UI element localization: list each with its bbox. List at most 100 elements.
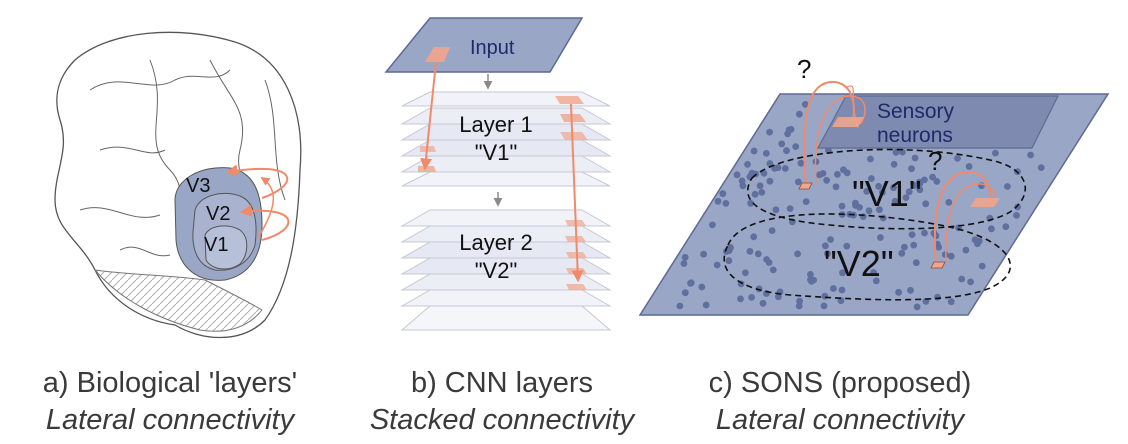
brain-drawing [54, 31, 302, 339]
neuron-dot [820, 302, 828, 310]
neuron-dot [867, 155, 874, 163]
neuron-dot [933, 178, 941, 185]
neuron-dot [856, 204, 863, 211]
neuron-dot [742, 269, 749, 277]
neuron-dot [762, 150, 770, 157]
sensory-patch [816, 95, 1059, 149]
neuron-dot [838, 286, 846, 294]
caption-c-subtitle: Lateral connectivity [715, 404, 965, 436]
neuron-dot [837, 297, 845, 305]
caption-b: b) CNN layers Stacked connectivity [362, 367, 642, 437]
neuron-dot [1027, 151, 1034, 159]
v1-region-outline [746, 148, 1027, 230]
neuron-dot [908, 231, 916, 239]
neuron-dot [967, 278, 974, 286]
neuron-dot [768, 227, 776, 235]
neuron-dot [892, 148, 900, 156]
neuron-dot [771, 164, 778, 172]
neuron-dot [910, 241, 918, 249]
layer2-title: Layer 2 [459, 230, 532, 255]
v2-label: V2 [206, 203, 230, 225]
neuron-dot [687, 279, 694, 287]
neuron-dot [763, 256, 770, 263]
neuron-dot [748, 294, 755, 301]
neuron-dot [725, 257, 733, 265]
neuron-dots [676, 101, 1045, 311]
neuron-dot [890, 160, 898, 168]
neuron-dot [733, 171, 741, 179]
neuron-dot [792, 143, 800, 151]
neuron-dot [908, 165, 915, 173]
neuron-dot [748, 169, 756, 177]
neuron-dot [758, 189, 766, 196]
neuron-dot [877, 234, 884, 241]
neuron-dot [1037, 164, 1045, 172]
neuron-dot [727, 244, 734, 251]
neuron-dot [905, 188, 913, 196]
input-receptive-field [425, 47, 450, 62]
neuron-dot [797, 159, 805, 167]
neuron-dot [921, 176, 928, 184]
neuron-dot [759, 299, 767, 307]
neuron-dot [992, 149, 999, 157]
neuron-dot [1013, 212, 1020, 219]
area-v1-label: "V1" [852, 173, 922, 214]
neuron-dot [911, 154, 919, 162]
neuron-dot [913, 303, 921, 311]
neuron-dot [681, 253, 689, 261]
neuron-dot [750, 147, 758, 155]
neuron-dot [827, 236, 834, 243]
neuron-dot [702, 301, 710, 309]
layer1-stack [400, 61, 612, 187]
neuron-dot [965, 163, 973, 170]
neuron-dot [954, 155, 961, 162]
neuron-dot [783, 147, 790, 155]
neuron-dot [1014, 203, 1021, 211]
v3-label: V3 [186, 175, 210, 197]
neuron-dot [738, 177, 746, 185]
neuron-dot [843, 242, 851, 250]
neuron-dot [872, 277, 880, 285]
neuron-dot [947, 252, 955, 260]
neuron-dot [834, 171, 841, 178]
layer2-stack [400, 103, 612, 331]
neuron-dot [700, 250, 707, 258]
neuron-dot [756, 182, 764, 190]
neuron-dot [868, 175, 875, 182]
neuron-dot [680, 260, 688, 267]
neuron-dot [698, 283, 706, 291]
neuron-dot [978, 262, 986, 270]
caption-b-title: b) CNN layers [410, 367, 594, 399]
neuron-dot [898, 249, 906, 257]
layer1-title: Layer 1 [459, 112, 532, 137]
neuron-dot [901, 243, 908, 251]
neuron-dot [902, 194, 910, 202]
neuron-dot [1004, 183, 1011, 190]
neuron-dot [958, 275, 966, 283]
neuron-dot [974, 240, 981, 248]
neuron-dot [746, 248, 754, 255]
neuron-dot [754, 250, 762, 258]
caption-a-title: a) Biological 'layers' [42, 367, 298, 399]
neuron-dot [676, 302, 684, 310]
caption-c-title: c) SONS (proposed) [708, 367, 972, 399]
question-mark-1: ? [797, 54, 811, 84]
caption-a: a) Biological 'layers' Lateral connectiv… [15, 367, 325, 437]
neuron-dot [785, 126, 793, 134]
neuron-dot [722, 200, 730, 207]
neuron-dot [912, 259, 920, 267]
layer2-sub: "V2" [475, 258, 518, 283]
neuron-dot [859, 213, 867, 221]
neuron-dot [895, 288, 902, 296]
neuron-dot [766, 177, 774, 185]
neuron-dot [865, 207, 873, 215]
neuron-dot [709, 221, 716, 229]
neuron-dot [891, 197, 899, 205]
neuron-dot [751, 190, 759, 198]
neuron-dot [737, 295, 744, 303]
caption-c: c) SONS (proposed) Lateral connectivity [690, 367, 990, 437]
neuron-dot [830, 285, 837, 292]
neuron-dot [852, 199, 859, 207]
neuron-dot [870, 269, 877, 276]
neuron-dot [747, 199, 754, 207]
